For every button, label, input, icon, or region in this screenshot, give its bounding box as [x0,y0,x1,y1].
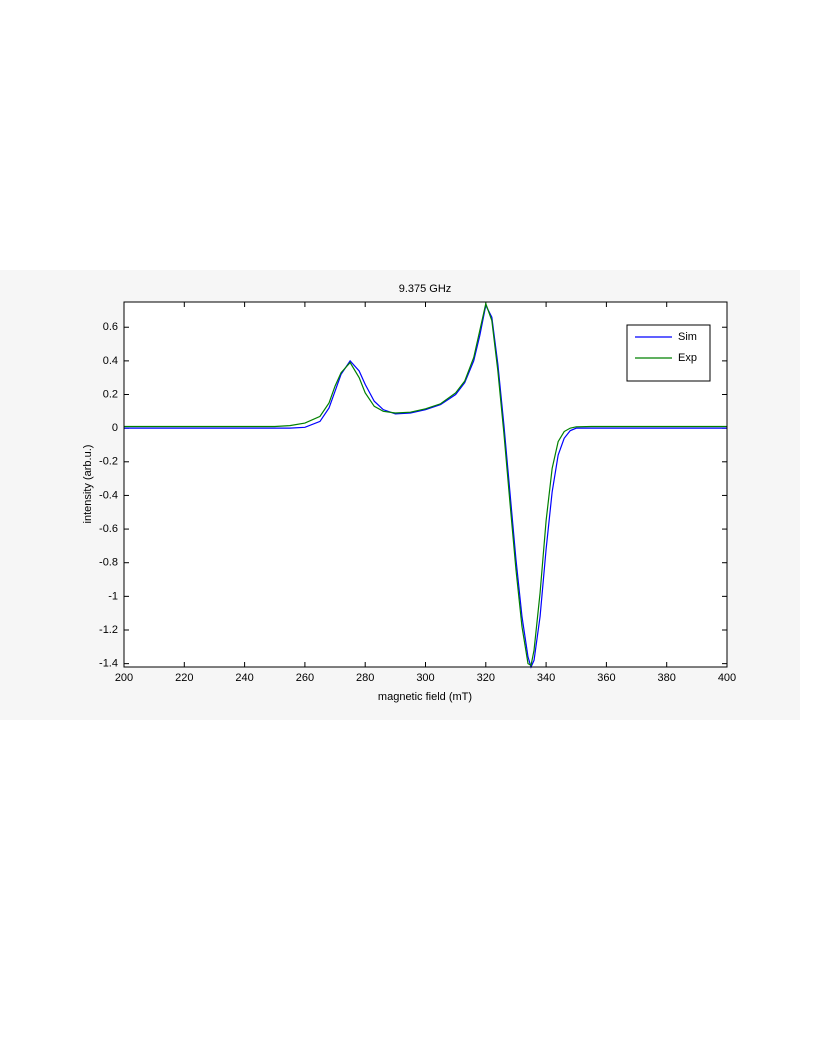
y-tick-label: -1.4 [99,658,118,670]
x-tick-label: 300 [416,672,434,684]
legend-label: Sim [678,331,697,343]
data-line [124,301,727,667]
y-tick-label: -0.6 [99,523,118,535]
x-tick-label: 200 [115,672,133,684]
y-tick-label: 0.2 [103,388,118,400]
x-tick-label: 360 [597,672,615,684]
y-axis-label: intensity (arb.u.) [82,445,94,524]
y-tick-label: -0.8 [99,557,118,569]
y-tick-label: -1 [108,590,118,602]
y-tick-label: 0 [112,422,118,434]
x-tick-label: 320 [477,672,495,684]
y-tick-label: -0.2 [99,456,118,468]
data-line [124,303,727,669]
legend-label: Exp [678,352,697,364]
axes-box [123,301,728,668]
x-tick-label: 280 [356,672,374,684]
x-tick-label: 240 [235,672,253,684]
chart-title: 9.375 GHz [399,283,452,295]
x-tick-label: 400 [718,672,736,684]
y-tick-label: 0.6 [103,321,118,333]
x-tick-label: 260 [296,672,314,684]
x-tick-label: 380 [658,672,676,684]
x-axis-label: magnetic field (mT) [378,691,472,703]
x-tick-label: 340 [537,672,555,684]
y-tick-label: -0.4 [99,489,118,501]
x-tick-label: 220 [175,672,193,684]
y-tick-label: 0.4 [103,355,118,367]
legend-box [626,324,711,382]
y-tick-label: -1.2 [99,624,118,636]
